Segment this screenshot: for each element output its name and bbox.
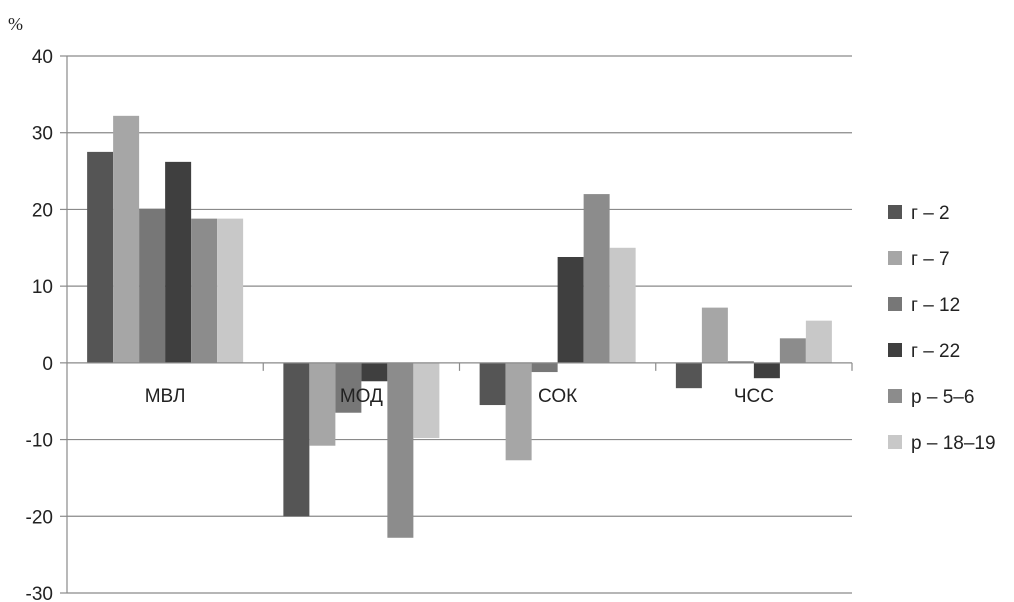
- bar: [609, 247, 636, 363]
- bar: [805, 320, 832, 363]
- legend-swatch: [888, 205, 902, 219]
- legend-swatch: [888, 251, 902, 265]
- bar: [87, 151, 114, 363]
- bar: [753, 362, 780, 379]
- legend-label: г – 2: [911, 203, 950, 224]
- legend-label: г – 12: [911, 295, 960, 316]
- y-tick-label: 40: [32, 47, 53, 68]
- legend-swatch: [888, 389, 902, 403]
- legend-label: г – 22: [911, 341, 960, 362]
- bar: [139, 208, 166, 363]
- y-tick-label: -20: [26, 507, 53, 528]
- bar: [165, 161, 192, 363]
- bar: [701, 307, 728, 363]
- legend-label: г – 7: [911, 249, 950, 270]
- bar: [505, 362, 532, 461]
- category-labels: МВЛ МОД СОК ЧСС: [145, 386, 774, 407]
- legend-label: р – 5–6: [911, 387, 974, 408]
- y-axis-unit-label: %: [8, 14, 23, 34]
- y-tick-label: -10: [26, 431, 53, 452]
- bar: [531, 362, 558, 373]
- bar: [779, 338, 806, 363]
- bar: [335, 362, 362, 413]
- bar: [583, 194, 610, 363]
- bar: [113, 115, 140, 363]
- y-tick-label: -30: [26, 584, 53, 602]
- y-tick-label: 0: [42, 354, 53, 375]
- axes: [60, 55, 853, 594]
- y-tick-label: 30: [32, 124, 53, 145]
- legend-swatch: [888, 297, 902, 311]
- category-label: ЧСС: [734, 386, 774, 407]
- legend-swatch: [888, 343, 902, 357]
- bar: [675, 362, 702, 389]
- bar: [479, 362, 506, 406]
- y-tick-label: 20: [32, 200, 53, 221]
- y-tick-label: 10: [32, 277, 53, 298]
- bar: [557, 256, 584, 363]
- bar: [217, 218, 244, 363]
- category-label: МОД: [340, 386, 383, 407]
- category-label: МВЛ: [145, 386, 186, 407]
- legend-label: р – 18–19: [911, 433, 996, 454]
- bar: [387, 362, 414, 538]
- bar: [361, 362, 388, 382]
- bar: [727, 361, 754, 363]
- category-label: СОК: [538, 386, 577, 407]
- bars: [87, 115, 832, 538]
- legend: г – 2 г – 7 г – 12 г – 22 р – 5–6 р – 18–19: [888, 203, 996, 454]
- bar: [309, 362, 336, 446]
- bar: [191, 218, 218, 363]
- y-axis-tick-labels: 40 30 20 10 0 -10 -20 -30: [26, 47, 53, 602]
- bar: [413, 362, 440, 439]
- legend-swatch: [888, 435, 902, 449]
- bar: [283, 362, 310, 517]
